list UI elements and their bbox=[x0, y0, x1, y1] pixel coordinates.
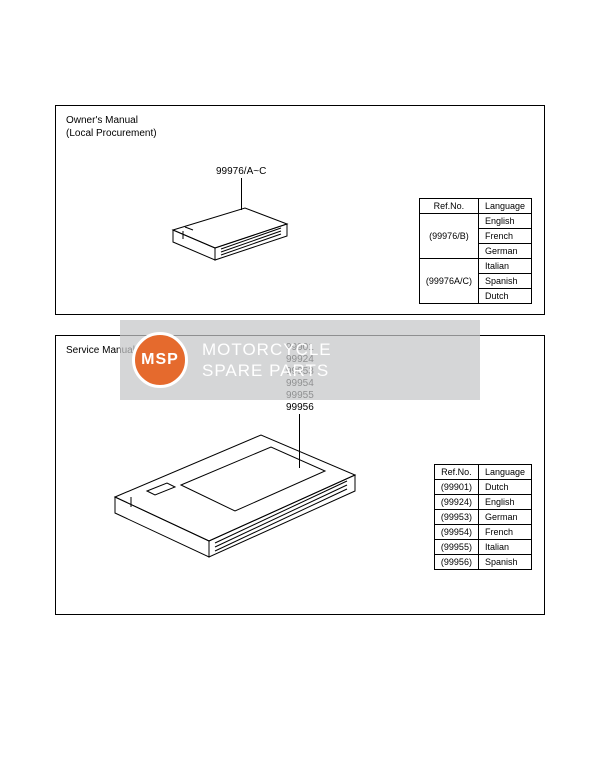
owners-lang-cell: German bbox=[478, 244, 531, 259]
owners-th-ref: Ref.No. bbox=[419, 199, 478, 214]
table-row: (99954)French bbox=[434, 525, 531, 540]
service-lang-cell: Dutch bbox=[478, 480, 531, 495]
service-ref-cell: (99955) bbox=[434, 540, 478, 555]
owners-ref-label: 99976/A~C bbox=[216, 166, 266, 178]
service-ref-cell: (99956) bbox=[434, 555, 478, 570]
owners-lang-cell: Italian bbox=[478, 259, 531, 274]
table-row: (99955)Italian bbox=[434, 540, 531, 555]
owners-th-lang: Language bbox=[478, 199, 531, 214]
owners-lang-cell: Dutch bbox=[478, 289, 531, 304]
title-line2: (Local Procurement) bbox=[66, 128, 157, 139]
table-row: (99953)German bbox=[434, 510, 531, 525]
service-manual-book-icon bbox=[111, 431, 361, 591]
service-lang-cell: German bbox=[478, 510, 531, 525]
service-lang-cell: English bbox=[478, 495, 531, 510]
owners-manual-title: Owner's Manual (Local Procurement) bbox=[66, 114, 157, 140]
owners-lang-cell: English bbox=[478, 214, 531, 229]
owners-ref-cell: (99976A/C) bbox=[419, 259, 478, 304]
owners-callout-line bbox=[241, 178, 242, 210]
service-language-table: Ref.No. Language (99901)Dutch (99924)Eng… bbox=[434, 464, 532, 570]
owners-lang-cell: Spanish bbox=[478, 274, 531, 289]
service-ref-cell: (99924) bbox=[434, 495, 478, 510]
table-row: (99956)Spanish bbox=[434, 555, 531, 570]
watermark-text: MOTORCYCLE SPARE PARTS bbox=[202, 339, 332, 382]
table-row: (99901)Dutch bbox=[434, 480, 531, 495]
watermark-badge-text: MSP bbox=[141, 351, 179, 369]
owners-lang-cell: French bbox=[478, 229, 531, 244]
service-lang-cell: Spanish bbox=[478, 555, 531, 570]
table-row: (99976A/C) Italian bbox=[419, 259, 531, 274]
owners-language-table: Ref.No. Language (99976/B) English Frenc… bbox=[419, 198, 532, 304]
service-ref: 99956 bbox=[286, 402, 314, 413]
owners-manual-book-icon bbox=[171, 206, 291, 276]
service-callout-line bbox=[299, 414, 300, 468]
service-lang-cell: French bbox=[478, 525, 531, 540]
watermark-line2: SPARE PARTS bbox=[202, 361, 329, 380]
owners-ref-cell: (99976/B) bbox=[419, 214, 478, 259]
service-ref-cell: (99901) bbox=[434, 480, 478, 495]
owners-manual-panel: Owner's Manual (Local Procurement) 99976… bbox=[55, 105, 545, 315]
title-line1: Owner's Manual bbox=[66, 115, 138, 126]
service-table-header-row: Ref.No. Language bbox=[434, 465, 531, 480]
table-row: (99924)English bbox=[434, 495, 531, 510]
service-ref-cell: (99954) bbox=[434, 525, 478, 540]
table-row: (99976/B) English bbox=[419, 214, 531, 229]
service-th-lang: Language bbox=[478, 465, 531, 480]
service-lang-cell: Italian bbox=[478, 540, 531, 555]
service-th-ref: Ref.No. bbox=[434, 465, 478, 480]
watermark-badge-icon: MSP bbox=[132, 332, 188, 388]
watermark-overlay: MSP MOTORCYCLE SPARE PARTS bbox=[120, 320, 480, 400]
owners-table-header-row: Ref.No. Language bbox=[419, 199, 531, 214]
watermark-line1: MOTORCYCLE bbox=[202, 340, 332, 359]
service-ref-cell: (99953) bbox=[434, 510, 478, 525]
